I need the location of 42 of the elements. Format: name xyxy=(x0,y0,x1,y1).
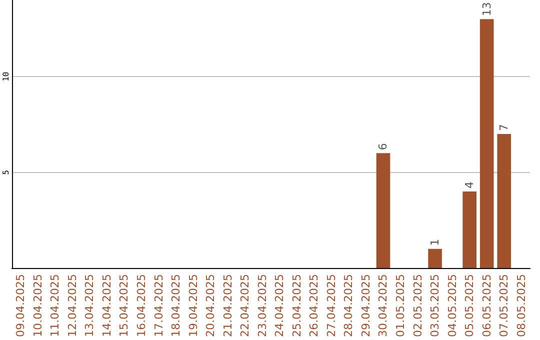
x-tick-label: 22.04.2025 xyxy=(238,274,252,338)
data-label: 4 xyxy=(463,181,476,188)
x-tick-label: 13.04.2025 xyxy=(83,274,96,338)
bar xyxy=(497,134,512,268)
y-tick-label: 10 xyxy=(2,72,10,82)
x-tick-label: 16.04.2025 xyxy=(135,274,148,338)
x-tick-label: 24.04.2025 xyxy=(273,274,286,338)
bar xyxy=(428,248,442,268)
x-tick-label: 25.04.2025 xyxy=(290,274,304,338)
x-tick-label: 23.04.2025 xyxy=(256,274,269,338)
data-label: 13 xyxy=(480,2,494,16)
x-tick-label: 02.05.2025 xyxy=(411,274,424,338)
x-tick-label: 17.04.2025 xyxy=(152,274,166,338)
x-tick-label: 12.04.2025 xyxy=(66,274,79,338)
data-label: 1 xyxy=(428,238,442,246)
x-tick-label: 04.05.2025 xyxy=(446,274,459,338)
x-tick-label: 10.04.2025 xyxy=(31,274,44,338)
y-tick-label: 5 xyxy=(2,170,10,175)
bar xyxy=(480,19,494,268)
x-tick-label: 09.04.2025 xyxy=(14,274,28,338)
data-label: 6 xyxy=(376,143,390,150)
x-tick-label: 27.04.2025 xyxy=(324,274,338,338)
x-tick-label: 28.04.2025 xyxy=(342,274,356,338)
x-tick-label: 05.05.2025 xyxy=(463,274,476,338)
x-tick-label: 06.05.2025 xyxy=(480,274,494,338)
x-tick-label: 20.04.2025 xyxy=(204,274,218,338)
data-label: 7 xyxy=(498,124,511,132)
x-tick-label: 15.04.2025 xyxy=(118,274,131,338)
bar xyxy=(376,153,390,268)
x-tick-label: 29.04.2025 xyxy=(359,274,372,338)
x-tick-label: 01.05.2025 xyxy=(394,274,407,338)
x-tick-label: 26.04.2025 xyxy=(308,274,321,338)
x-tick-label: 14.04.2025 xyxy=(100,274,114,338)
x-tick-label: 08.05.2025 xyxy=(514,274,528,338)
x-tick-label: 18.04.2025 xyxy=(170,274,183,338)
x-tick-label: 11.04.2025 xyxy=(48,274,62,338)
x-tick-label: 03.05.2025 xyxy=(428,274,442,338)
x-tick-label: 30.04.2025 xyxy=(376,274,390,338)
x-tick-label: 07.05.2025 xyxy=(498,274,511,338)
x-tick-label: 21.04.2025 xyxy=(221,274,234,338)
x-tick-label: 19.04.2025 xyxy=(186,274,200,338)
bar xyxy=(462,191,476,268)
